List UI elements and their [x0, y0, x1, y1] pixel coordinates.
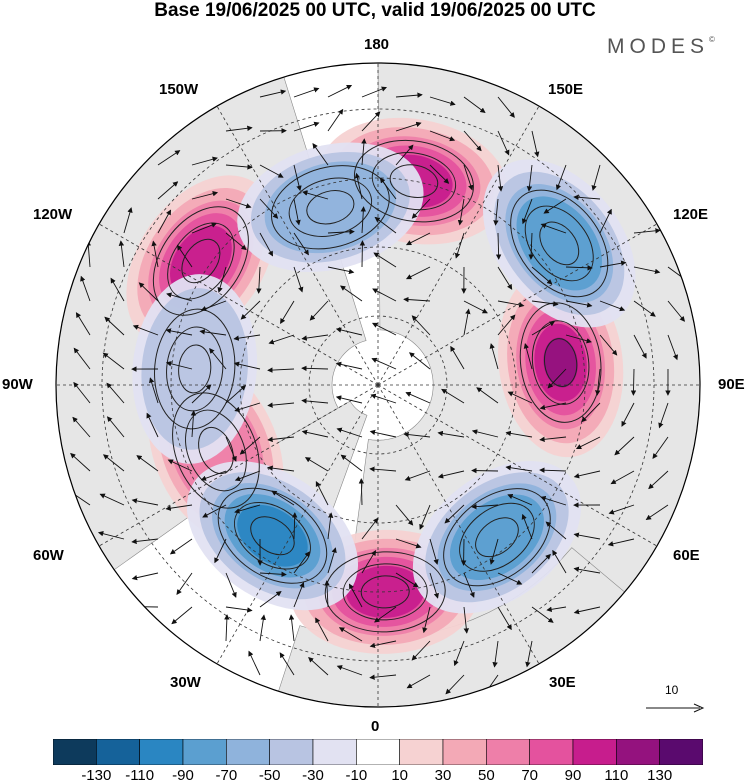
colorbar-swatch: [270, 739, 313, 765]
colorbar-swatch: [140, 739, 183, 765]
colorbar-swatch: [486, 739, 529, 765]
colorbar-tick-label: -130: [81, 768, 111, 783]
colorbar-swatch: [660, 739, 703, 765]
lon-label-60w: 60W: [33, 548, 64, 564]
colorbar-tick-label: 70: [521, 768, 538, 783]
colorbar-tick-label: 130: [647, 768, 672, 783]
colorbar-swatch: [443, 739, 486, 765]
colorbar-tick-label: -110: [125, 768, 154, 783]
lon-label-90w: 90W: [2, 377, 33, 393]
reference-vector-arrow: [645, 702, 705, 714]
lon-label-90e: 90E: [718, 377, 745, 393]
wind-arrow: [472, 470, 498, 471]
wind-arrow: [633, 369, 634, 395]
lon-label-150e: 150E: [548, 82, 583, 98]
colorbar-tick-label: 110: [604, 768, 628, 783]
lon-label-120e: 120E: [673, 207, 708, 223]
lon-label-30e: 30E: [549, 675, 576, 691]
colorbar-tick-label: 30: [435, 768, 452, 783]
colorbar-swatch: [616, 739, 659, 765]
reference-vector-label: 10: [665, 683, 678, 697]
colorbar-swatch: [313, 739, 356, 765]
lon-label-150w: 150W: [159, 82, 198, 98]
colorbar-tick-label: -70: [215, 768, 237, 783]
lon-label-120w: 120W: [33, 207, 72, 223]
colorbar-swatch: [53, 739, 96, 765]
colorbar-tick-label: -30: [302, 768, 324, 783]
lon-label-180: 180: [364, 37, 389, 53]
colorbar-swatch: [400, 739, 443, 765]
colorbar-swatch: [96, 739, 139, 765]
colorbar-swatch: [573, 739, 616, 765]
colorbar-tick-label: -10: [345, 768, 367, 783]
colorbar-tick-label: 10: [391, 768, 408, 783]
lon-label-0: 0: [371, 719, 379, 735]
colorbar-swatch: [530, 739, 573, 765]
lon-label-60e: 60E: [673, 548, 700, 564]
colorbar-swatch: [226, 739, 269, 765]
lon-label-30w: 30W: [170, 675, 201, 691]
colorbar-swatch: [356, 739, 399, 765]
colorbar: [53, 739, 703, 765]
colorbar-tick-label: 90: [565, 768, 582, 783]
colorbar-swatch: [183, 739, 226, 765]
colorbar-tick-label: -50: [259, 768, 281, 783]
colorbar-tick-label: -90: [172, 768, 194, 783]
colorbar-tick-label: 50: [478, 768, 495, 783]
